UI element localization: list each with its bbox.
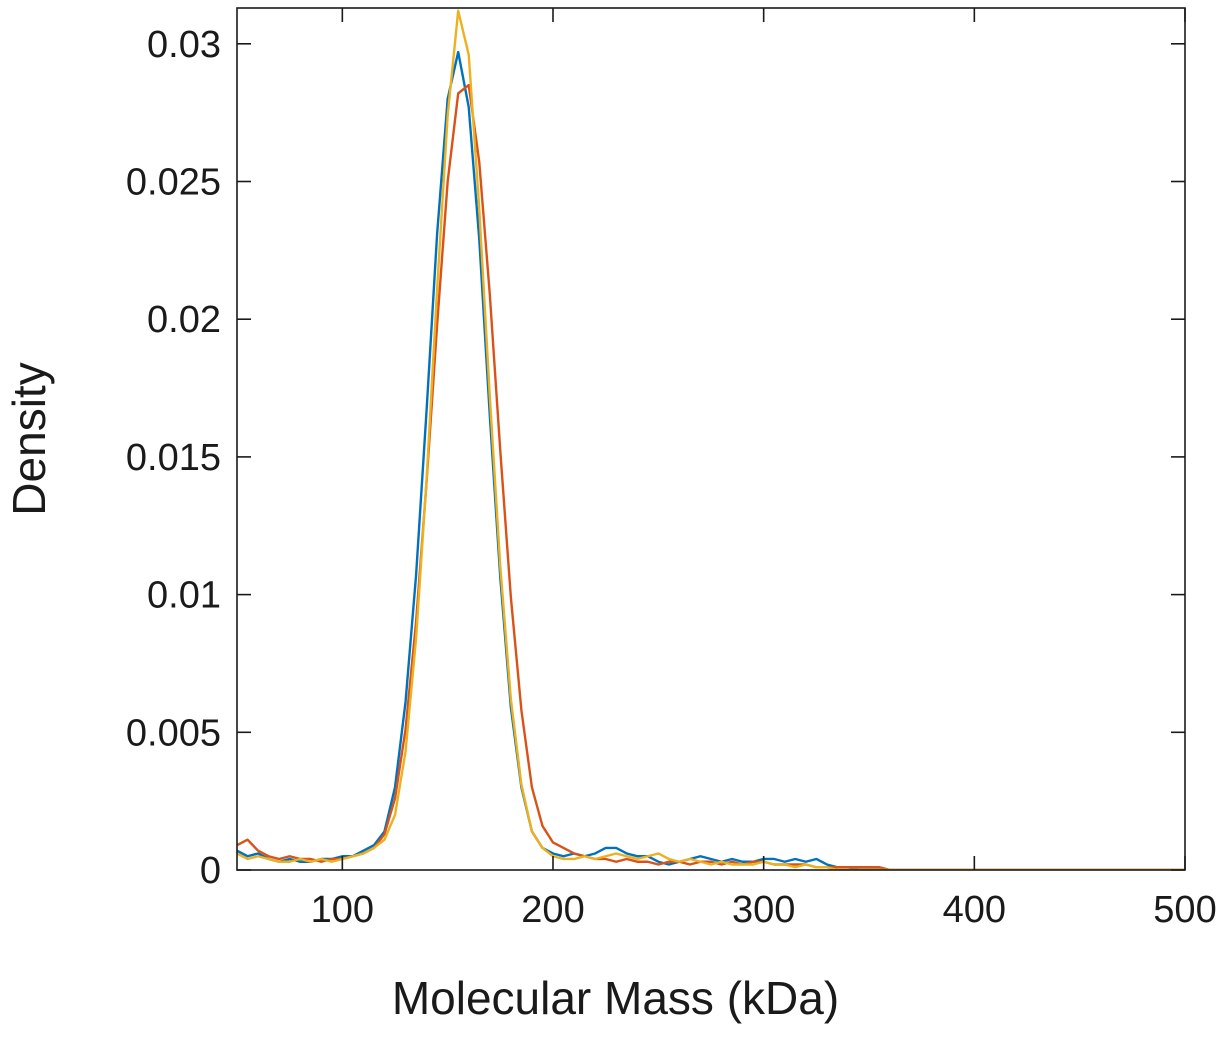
y-tick-label: 0.03 bbox=[147, 24, 221, 66]
x-axis-label: Molecular Mass (kDa) bbox=[391, 972, 840, 1024]
curves-group bbox=[237, 9, 1185, 870]
density-curve-orange bbox=[237, 83, 1185, 870]
x-tick-label: 300 bbox=[732, 889, 795, 931]
y-tick-label: 0 bbox=[200, 850, 221, 892]
y-axis-label: Density bbox=[3, 362, 55, 516]
y-tick-label: 0.025 bbox=[126, 162, 221, 204]
y-tick-label: 0.01 bbox=[147, 575, 221, 617]
x-tick-label: 500 bbox=[1153, 889, 1216, 931]
density-curve-yellow bbox=[237, 9, 1185, 870]
y-tick-label: 0.005 bbox=[126, 712, 221, 754]
y-tick-label: 0.02 bbox=[147, 299, 221, 341]
density-curve-blue bbox=[237, 50, 1185, 870]
x-tick-label: 200 bbox=[521, 889, 584, 931]
x-tick-label: 100 bbox=[311, 889, 374, 931]
plot-box bbox=[236, 7, 1186, 871]
y-tick-label: 0.015 bbox=[126, 437, 221, 479]
x-tick-label: 400 bbox=[943, 889, 1006, 931]
